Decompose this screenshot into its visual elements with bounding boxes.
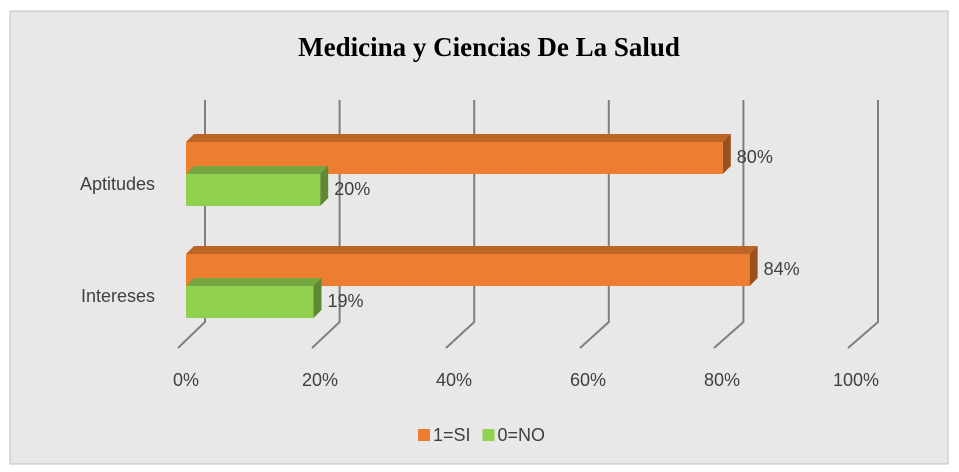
bar-side [722, 134, 731, 174]
legend-label: 1=SI [433, 425, 471, 445]
bar-side [320, 166, 329, 206]
y-tick-label: Intereses [81, 286, 155, 306]
legend-swatch [418, 429, 430, 441]
bar [186, 286, 314, 318]
data-label: 84% [764, 259, 800, 279]
chart-background [9, 10, 949, 465]
data-label: 80% [737, 147, 773, 167]
y-tick-label: Aptitudes [80, 174, 155, 194]
bar-side [313, 278, 322, 318]
x-tick-label: 0% [173, 370, 199, 390]
bar-top [186, 246, 758, 254]
x-tick-label: 40% [436, 370, 472, 390]
x-tick-label: 20% [302, 370, 338, 390]
data-label: 19% [327, 291, 363, 311]
data-label: 20% [334, 179, 370, 199]
legend-swatch [482, 429, 495, 441]
bar-top [186, 278, 322, 286]
chart-title: Medicina y Ciencias De La Salud [298, 32, 680, 62]
x-tick-label: 100% [833, 370, 879, 390]
bar-top [186, 134, 731, 142]
bar [186, 174, 321, 206]
bar-top [186, 166, 329, 174]
grid-line [847, 100, 879, 349]
x-tick-label: 80% [704, 370, 740, 390]
x-tick-label: 60% [570, 370, 606, 390]
grid-line [713, 100, 745, 349]
bar-side [749, 246, 758, 286]
legend-label: 0=NO [498, 425, 546, 445]
